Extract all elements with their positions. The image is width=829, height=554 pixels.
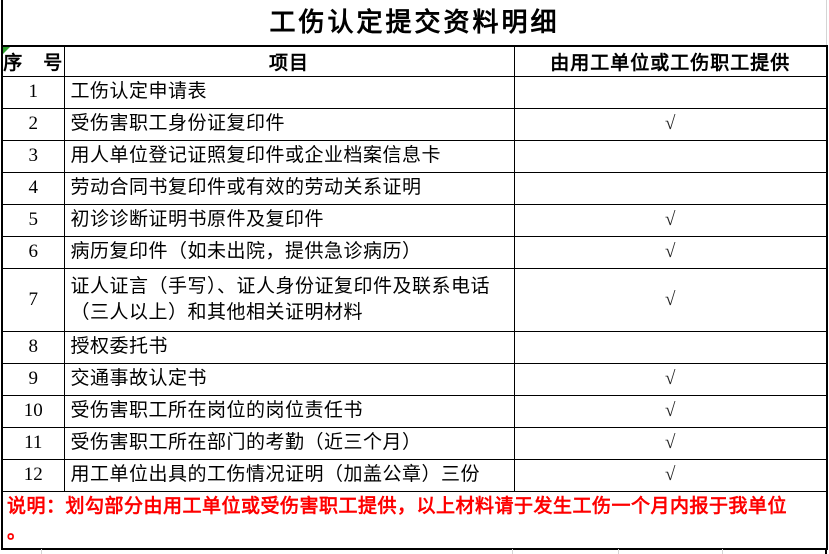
gridline bbox=[41, 549, 42, 554]
row-number-cell[interactable]: 3 bbox=[1, 139, 65, 173]
title-area: 工伤认定提交资料明细 bbox=[0, 0, 829, 45]
header-cell-item[interactable]: 项目 bbox=[63, 45, 515, 77]
table-row: 3 用人单位登记证照复印件或企业档案信息卡 bbox=[1, 139, 828, 173]
item-cell[interactable]: 用人单位登记证照复印件或企业档案信息卡 bbox=[63, 139, 515, 173]
row-number-cell[interactable]: 4 bbox=[1, 171, 65, 205]
row-number-cell[interactable]: 1 bbox=[1, 75, 65, 109]
table-row: 4 劳动合同书复印件或有效的劳动关系证明 bbox=[1, 171, 828, 205]
check-cell[interactable]: √ bbox=[513, 235, 828, 269]
row-number-cell[interactable]: 2 bbox=[1, 107, 65, 141]
item-cell[interactable]: 受伤害职工所在部门的考勤（近三个月） bbox=[63, 426, 515, 460]
check-cell[interactable]: √ bbox=[513, 203, 828, 237]
check-cell[interactable]: √ bbox=[513, 362, 828, 396]
row-number-cell[interactable]: 5 bbox=[1, 203, 65, 237]
table-row: 2 受伤害职工身份证复印件 √ bbox=[1, 107, 828, 141]
row-number-cell[interactable]: 10 bbox=[1, 394, 65, 428]
gridline bbox=[512, 549, 513, 554]
item-cell[interactable]: 证人证言（手写）、证人身份证复印件及联系电话 （三人以上）和其他相关证明材料 bbox=[63, 267, 515, 332]
header-cell-serial[interactable]: 序 号 bbox=[1, 45, 65, 77]
note-cell[interactable]: 说明：划勾部分由用工单位或受伤害职工提供，以上材料请于发生工伤一个月内报于我单位… bbox=[1, 490, 828, 549]
check-cell[interactable]: √ bbox=[513, 458, 828, 492]
check-cell[interactable]: √ bbox=[513, 107, 828, 141]
item-cell[interactable]: 工伤认定申请表 bbox=[63, 75, 515, 109]
table-row: 11 受伤害职工所在部门的考勤（近三个月） √ bbox=[1, 426, 828, 460]
check-cell[interactable]: √ bbox=[513, 394, 828, 428]
item-cell[interactable]: 受伤害职工身份证复印件 bbox=[63, 107, 515, 141]
item-cell[interactable]: 交通事故认定书 bbox=[63, 362, 515, 396]
materials-table: 序 号 项目 由用工单位或工伤职工提供 1 工伤认定申请表 2 受伤害职工身份证… bbox=[1, 45, 828, 550]
item-cell[interactable]: 用工单位出具的工伤情况证明（加盖公章）三份 bbox=[63, 458, 515, 492]
item-cell[interactable]: 受伤害职工所在岗位的岗位责任书 bbox=[63, 394, 515, 428]
table-row: 6 病历复印件（如未出院，提供急诊病历） √ bbox=[1, 235, 828, 269]
cell-error-indicator-icon bbox=[3, 47, 10, 54]
row-number-cell[interactable]: 9 bbox=[1, 362, 65, 396]
table-row: 7 证人证言（手写）、证人身份证复印件及联系电话 （三人以上）和其他相关证明材料… bbox=[1, 267, 828, 332]
title-left-border bbox=[1, 0, 3, 45]
header-serial-label: 序 号 bbox=[3, 52, 64, 74]
table-row: 9 交通事故认定书 √ bbox=[1, 362, 828, 396]
table-header-row: 序 号 项目 由用工单位或工伤职工提供 bbox=[1, 45, 828, 77]
header-cell-provider[interactable]: 由用工单位或工伤职工提供 bbox=[513, 45, 828, 77]
table-row: 5 初诊诊断证明书原件及复印件 √ bbox=[1, 203, 828, 237]
item-cell[interactable]: 劳动合同书复印件或有效的劳动关系证明 bbox=[63, 171, 515, 205]
item-cell[interactable]: 病历复印件（如未出院，提供急诊病历） bbox=[63, 235, 515, 269]
gridline bbox=[826, 0, 827, 45]
gridline bbox=[722, 549, 723, 554]
note-row: 说明：划勾部分由用工单位或受伤害职工提供，以上材料请于发生工伤一个月内报于我单位… bbox=[1, 490, 828, 549]
check-cell[interactable] bbox=[513, 139, 828, 173]
gridline bbox=[618, 549, 619, 554]
item-cell[interactable]: 授权委托书 bbox=[63, 330, 515, 364]
gridline bbox=[825, 549, 827, 554]
row-number-cell[interactable]: 8 bbox=[1, 330, 65, 364]
check-cell[interactable]: √ bbox=[513, 426, 828, 460]
row-number-cell[interactable]: 11 bbox=[1, 426, 65, 460]
check-cell[interactable]: √ bbox=[513, 267, 828, 332]
page-title: 工伤认定提交资料明细 bbox=[269, 7, 560, 37]
table-row: 12 用工单位出具的工伤情况证明（加盖公章）三份 √ bbox=[1, 458, 828, 492]
table-row: 8 授权委托书 bbox=[1, 330, 828, 364]
table-row: 1 工伤认定申请表 bbox=[1, 75, 828, 109]
check-cell[interactable] bbox=[513, 330, 828, 364]
row-number-cell[interactable]: 12 bbox=[1, 458, 65, 492]
table-row: 10 受伤害职工所在岗位的岗位责任书 √ bbox=[1, 394, 828, 428]
row-number-cell[interactable]: 7 bbox=[1, 267, 65, 332]
row-number-cell[interactable]: 6 bbox=[1, 235, 65, 269]
check-cell[interactable] bbox=[513, 171, 828, 205]
check-cell[interactable] bbox=[513, 75, 828, 109]
item-cell[interactable]: 初诊诊断证明书原件及复印件 bbox=[63, 203, 515, 237]
